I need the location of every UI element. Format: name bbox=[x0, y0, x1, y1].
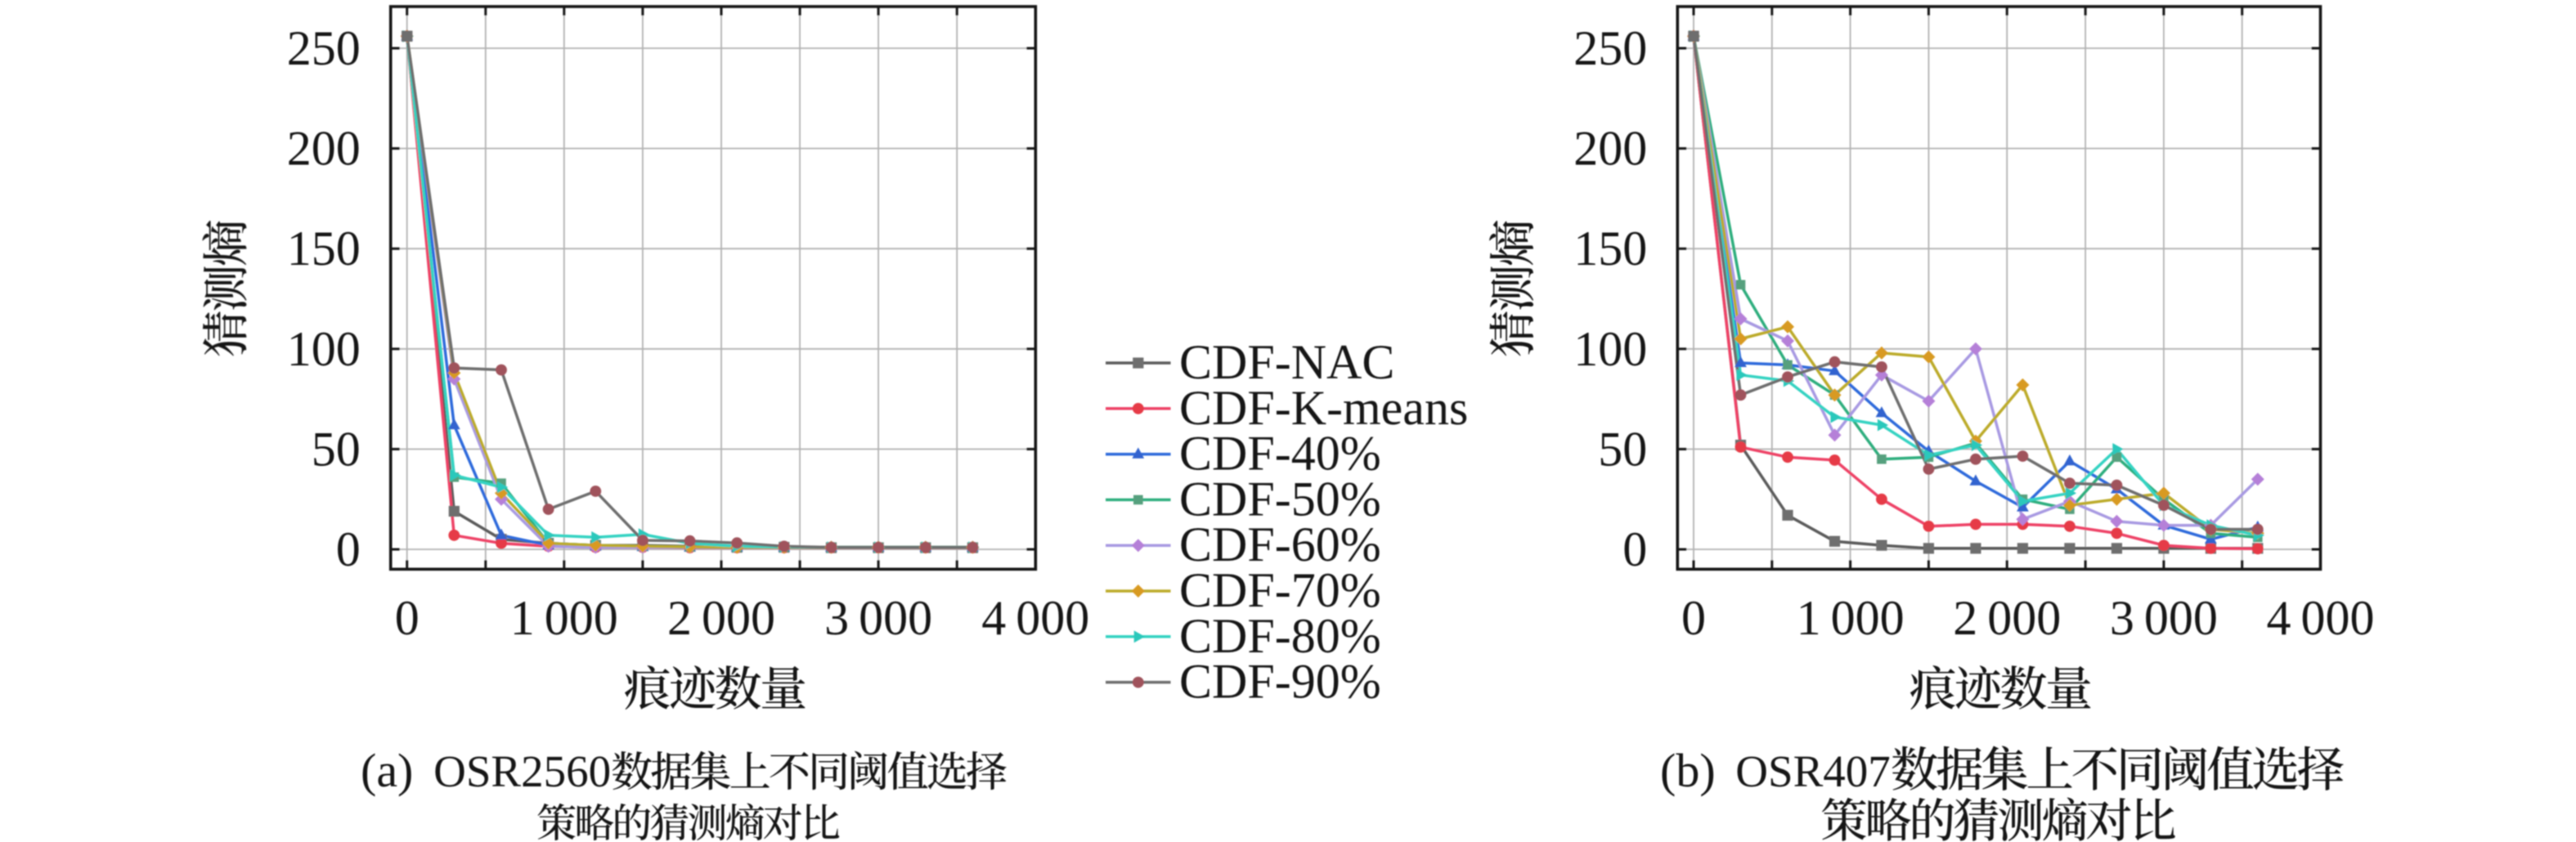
svg-text:50: 50 bbox=[312, 422, 361, 476]
svg-text:250: 250 bbox=[1573, 21, 1647, 75]
svg-text:(b): (b) bbox=[1660, 744, 1716, 797]
svg-text:4 000: 4 000 bbox=[2266, 591, 2374, 645]
svg-text:3 000: 3 000 bbox=[2110, 591, 2218, 645]
svg-text:OSR2560: OSR2560 bbox=[433, 746, 611, 796]
svg-text:4 000: 4 000 bbox=[981, 591, 1089, 645]
svg-text:CDF-60%: CDF-60% bbox=[1179, 517, 1381, 571]
svg-text:CDF-40%: CDF-40% bbox=[1179, 427, 1381, 481]
svg-text:250: 250 bbox=[287, 21, 361, 75]
svg-text:1 000: 1 000 bbox=[1797, 591, 1905, 645]
svg-text:(a): (a) bbox=[361, 744, 413, 797]
svg-text:0: 0 bbox=[395, 591, 420, 645]
svg-text:2 000: 2 000 bbox=[667, 591, 775, 645]
svg-text:100: 100 bbox=[1573, 322, 1647, 376]
svg-text:CDF-80%: CDF-80% bbox=[1179, 609, 1381, 663]
svg-text:3 000: 3 000 bbox=[824, 591, 932, 645]
svg-text:CDF-50%: CDF-50% bbox=[1179, 472, 1381, 526]
svg-text:50: 50 bbox=[1598, 422, 1647, 476]
svg-text:0: 0 bbox=[336, 522, 361, 576]
svg-text:2 000: 2 000 bbox=[1953, 591, 2061, 645]
svg-text:1 000: 1 000 bbox=[510, 591, 618, 645]
svg-text:0: 0 bbox=[1681, 591, 1706, 645]
svg-text:0: 0 bbox=[1622, 522, 1647, 576]
svg-text:200: 200 bbox=[287, 122, 361, 176]
svg-text:150: 150 bbox=[287, 222, 361, 275]
svg-text:150: 150 bbox=[1573, 222, 1647, 275]
svg-text:200: 200 bbox=[1573, 122, 1647, 176]
svg-text:CDF-70%: CDF-70% bbox=[1179, 563, 1381, 617]
svg-text:100: 100 bbox=[287, 322, 361, 376]
svg-text:CDF-NAC: CDF-NAC bbox=[1179, 335, 1394, 389]
svg-text:OSR407: OSR407 bbox=[1735, 746, 1891, 796]
svg-text:CDF-90%: CDF-90% bbox=[1179, 655, 1381, 709]
svg-text:CDF-K-means: CDF-K-means bbox=[1179, 381, 1468, 435]
